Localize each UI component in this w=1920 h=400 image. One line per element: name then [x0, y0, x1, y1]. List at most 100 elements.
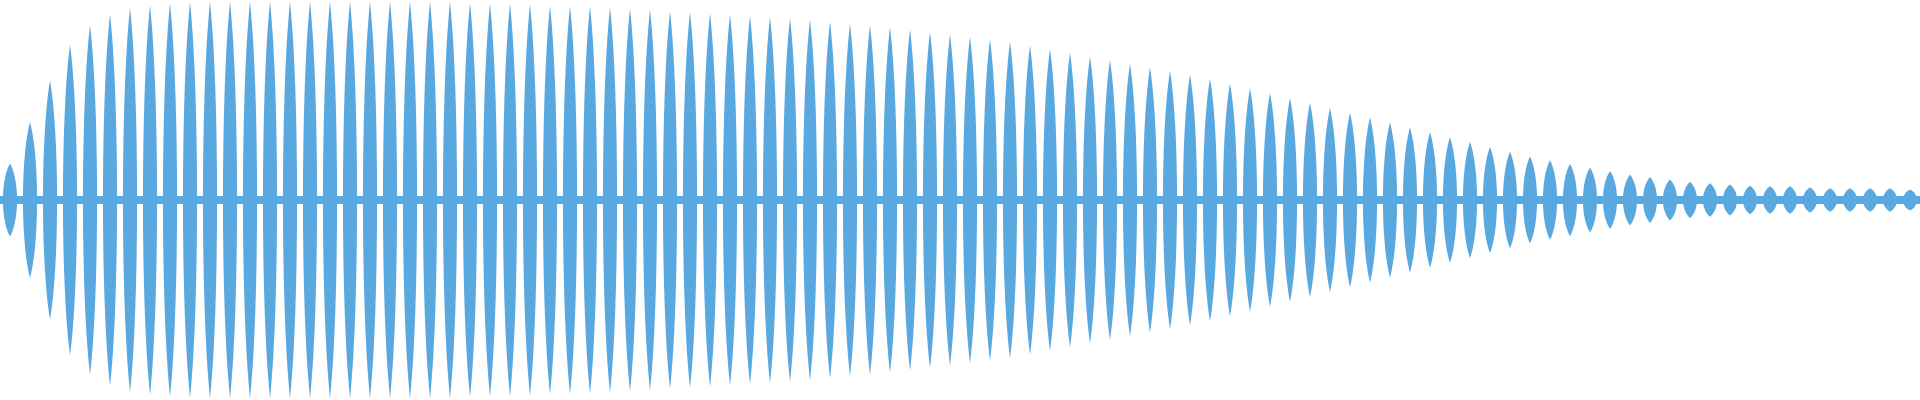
waveform-lobe	[702, 13, 718, 387]
waveform-lobe	[1622, 174, 1638, 226]
waveform-lobe	[362, 2, 378, 398]
waveform-lobe	[1602, 171, 1618, 229]
waveform-lobe	[1802, 187, 1818, 213]
waveform-lobe	[42, 80, 58, 320]
waveform-lobe	[1462, 141, 1478, 259]
waveform-lobe	[642, 9, 658, 391]
waveform-lobe	[102, 14, 118, 386]
waveform-lobe	[822, 21, 838, 379]
waveform-lobe	[862, 25, 878, 375]
waveform-lobe	[1002, 41, 1018, 359]
waveform-lobe	[962, 36, 978, 364]
waveform-lobe	[1722, 184, 1738, 216]
waveform-lobe	[1162, 71, 1178, 329]
waveform-lobe	[542, 5, 558, 395]
waveform-lobe	[382, 2, 398, 398]
waveform-lobe	[142, 5, 158, 395]
waveform-lobe	[1442, 137, 1458, 263]
waveform-lobe	[402, 2, 418, 398]
waveform-lobe	[262, 2, 278, 398]
waveform-lobe	[1202, 78, 1218, 322]
waveform-lobe	[922, 32, 938, 368]
waveform-lobe	[322, 2, 338, 398]
waveform-lobe	[122, 7, 138, 393]
waveform-lobe	[1562, 163, 1578, 237]
waveform-lobe	[662, 11, 678, 389]
waveform-lobe	[442, 2, 458, 398]
waveform-lobe	[1022, 45, 1038, 355]
waveform-lobe	[462, 2, 478, 398]
waveform-lobe	[1862, 188, 1878, 212]
waveform-lobe	[1522, 156, 1538, 244]
waveform-lobe	[1682, 181, 1698, 219]
waveform-lobe	[1222, 83, 1238, 317]
waveform-lobe	[682, 12, 698, 388]
waveform-lobe	[1302, 103, 1318, 297]
waveform-lobe	[1382, 122, 1398, 278]
waveform-lobe	[742, 15, 758, 385]
waveform-lobe	[1262, 93, 1278, 307]
waveform-lobe	[622, 8, 638, 392]
waveform-lobe	[22, 122, 38, 278]
waveform-lobe	[582, 6, 598, 394]
waveform-lobe	[902, 29, 918, 371]
waveform-lobe	[62, 44, 78, 356]
waveform-center-band	[0, 196, 1920, 204]
waveform-lobe	[1322, 107, 1338, 293]
waveform-lobe	[1822, 188, 1838, 212]
waveform-lobe	[1502, 151, 1518, 249]
waveform-lobe	[882, 27, 898, 373]
waveform-lobe	[1842, 188, 1858, 212]
waveform-lobe	[1662, 179, 1678, 221]
waveform-lobe	[1422, 132, 1438, 268]
waveform-lobe	[982, 39, 998, 361]
waveform-lobe	[1482, 146, 1498, 254]
waveform-lobe	[1882, 188, 1898, 212]
waveform-lobe	[802, 19, 818, 381]
waveform-lobe	[1062, 52, 1078, 348]
waveform-lobe	[1582, 167, 1598, 233]
waveform-lobe	[782, 18, 798, 382]
waveform-lobe	[1182, 74, 1198, 326]
waveform-lobe	[162, 3, 178, 397]
waveform-lobe	[1342, 112, 1358, 288]
waveform-lobe	[202, 2, 218, 398]
waveform-lobe	[1902, 189, 1918, 211]
waveform-lobe	[1402, 127, 1418, 273]
waveform-lobe	[842, 24, 858, 376]
waveform-lobe	[942, 34, 958, 366]
waveform-lobe	[1102, 60, 1118, 340]
waveform-lobe	[1702, 183, 1718, 217]
waveform-lobe	[1782, 186, 1798, 214]
waveform-lobe	[1762, 186, 1778, 214]
waveform-lobe	[562, 5, 578, 395]
waveform-lobe	[242, 2, 258, 398]
waveform-lobe	[1242, 88, 1258, 312]
waveform-lobe	[722, 14, 738, 386]
waveform-lobe	[522, 4, 538, 396]
waveform-lobe	[1142, 67, 1158, 333]
waveform-lobe	[342, 2, 358, 398]
waveform-lobe	[82, 25, 98, 375]
waveform-lobe	[1122, 63, 1138, 337]
waveform-lobe	[182, 2, 198, 398]
waveform-lobe	[422, 2, 438, 398]
waveform-lobe	[502, 3, 518, 397]
waveform-lobe	[282, 2, 298, 398]
waveform-lobe	[1742, 185, 1758, 215]
waveform-lobe	[1082, 56, 1098, 344]
waveform-lobe	[1642, 177, 1658, 223]
waveform-lobe	[222, 2, 238, 398]
waveform-lobe	[602, 7, 618, 393]
waveform-lobe	[482, 3, 498, 397]
waveform-lobe	[1042, 49, 1058, 351]
waveform-lobe	[762, 17, 778, 383]
waveform-lobe	[302, 2, 318, 398]
waveform-lobe	[2, 163, 18, 237]
waveform-lobe	[1282, 98, 1298, 302]
waveform-lobe	[1542, 160, 1558, 240]
waveform-lobe	[1362, 117, 1378, 283]
